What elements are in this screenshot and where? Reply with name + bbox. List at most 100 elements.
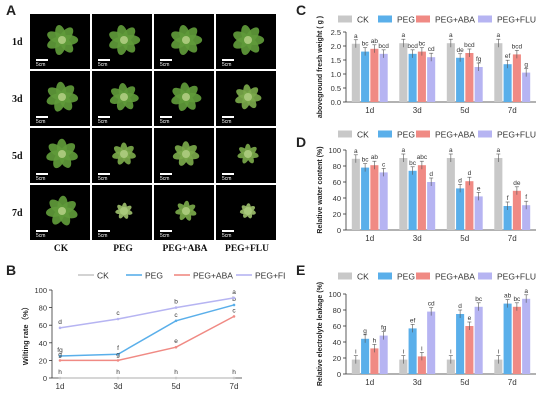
series-line-peg-flu	[59, 297, 235, 329]
significance-letter: a	[402, 147, 406, 154]
bar-ck	[351, 43, 360, 102]
bar-ck	[494, 43, 503, 102]
photo-row-label: 7d	[12, 207, 23, 219]
bar-peg-flu	[379, 172, 388, 230]
plant-center	[182, 93, 190, 101]
photo-grid: 5cm 5cm 5cm 5cm 5cm 5cm 5cm 5cm 5cm 5cm 5cm 5cm 5cm 5…	[30, 14, 278, 242]
significance-letter: bcd	[407, 43, 418, 50]
significance-letter: e	[468, 315, 472, 322]
significance-letter: abc	[417, 154, 428, 161]
bar-peg-aba	[370, 348, 379, 374]
significance-letter: de	[513, 180, 521, 187]
plant-photo: 5cm	[92, 14, 152, 69]
x-tick-label: 5d	[460, 234, 469, 243]
significance-letter: c	[174, 312, 178, 319]
significance-letter: a	[497, 32, 501, 39]
scale-bar-label: 5cm	[98, 62, 108, 68]
scale-bar-label: 5cm	[160, 233, 170, 239]
scale-bar-label: 5cm	[222, 62, 232, 68]
legend-swatch-peg-flu	[478, 272, 492, 280]
panel-label-e: E	[296, 262, 306, 278]
data-point-peg-aba	[174, 345, 178, 349]
y-tick-label: 60	[333, 178, 341, 187]
plant-photo: 5cm	[92, 71, 152, 126]
bar-peg	[361, 338, 370, 374]
bar-peg-flu	[474, 196, 483, 230]
plant-image	[109, 83, 139, 111]
bar-peg-flu	[474, 67, 483, 102]
bar-peg	[456, 314, 465, 374]
y-tick-label: 2.0	[331, 42, 341, 51]
bar-peg-aba	[512, 306, 521, 374]
x-tick-label: 1d	[56, 382, 65, 391]
significance-letter: i	[450, 349, 451, 356]
significance-letter: d	[468, 170, 472, 177]
plant-center	[244, 93, 252, 101]
plant-photo: 5cm	[154, 128, 214, 183]
bar-peg-flu	[379, 53, 388, 102]
data-point-ck	[116, 376, 120, 380]
data-point-ck	[174, 376, 178, 380]
fresh-weight-chart: CK PEG PEG+ABA PEG+FLU 0.0 0.5 1.0 1.5 2.0 2.5 abo…	[317, 15, 536, 118]
y-axis-label: Wilting rate（%）	[20, 303, 30, 365]
scale-bar	[222, 173, 234, 175]
plant-photo: 5cm	[30, 185, 90, 240]
significance-letter: ef	[505, 53, 511, 60]
data-point-peg-aba	[58, 359, 62, 362]
data-point-peg-flu	[174, 306, 178, 309]
bar-peg	[361, 167, 370, 230]
series-line-peg	[59, 304, 235, 357]
x-tick-label: 7d	[508, 378, 517, 387]
x-tick-label: 5d	[460, 106, 469, 115]
scale-bar-label: 5cm	[160, 119, 170, 125]
legend-swatch-peg-flu	[478, 15, 492, 23]
panel-label-c: C	[296, 2, 307, 18]
plant-image	[172, 141, 200, 166]
scale-bar	[222, 116, 234, 118]
plant-photo: 5cm	[216, 71, 276, 126]
bar-ck	[351, 359, 360, 374]
significance-letter: h	[58, 369, 62, 376]
y-tick-label: 0	[43, 374, 47, 383]
scale-bar	[160, 116, 172, 118]
significance-letter: ab	[371, 38, 379, 45]
significance-letter: h	[174, 369, 178, 376]
bar-peg-aba	[465, 53, 474, 102]
plant-image	[46, 138, 78, 169]
plant-image	[46, 81, 79, 112]
significance-letter: bc	[362, 41, 370, 48]
scale-bar-label: 5cm	[98, 233, 108, 239]
significance-letter: bcd	[464, 42, 475, 49]
bar-peg	[361, 51, 370, 102]
data-point-peg-flu	[58, 326, 62, 330]
bar-peg-aba	[512, 54, 521, 102]
significance-letter: cd	[428, 46, 435, 53]
legend-label-peg-aba: PEG+ABA	[435, 272, 475, 282]
plant-photo: 5cm	[30, 14, 90, 69]
scale-bar	[98, 59, 110, 61]
scale-bar-label: 5cm	[98, 176, 108, 182]
bar-peg-flu	[427, 57, 436, 102]
y-tick-label: 40	[333, 338, 341, 347]
y-tick-label: 80	[39, 304, 47, 313]
plant-center	[120, 207, 128, 215]
y-tick-label: 100	[34, 286, 47, 295]
bar-ck	[351, 158, 360, 230]
significance-letter: ab	[504, 293, 512, 300]
bar-ck	[446, 158, 455, 230]
water-content-chart: CK PEG PEG+ABA PEG+FLU 0 20 40 60 80 100 Relative …	[317, 130, 536, 243]
bar-peg-aba	[417, 51, 426, 102]
plant-center	[120, 93, 128, 101]
y-tick-label: 80	[333, 162, 341, 171]
plant-image	[112, 142, 136, 165]
scale-bar-label: 5cm	[36, 233, 46, 239]
plant-photo: 5cm	[92, 185, 152, 240]
bar-ck	[446, 359, 455, 374]
y-tick-label: 1.0	[331, 70, 341, 79]
photo-column-label: PEG	[113, 244, 133, 254]
significance-letter: c	[116, 310, 120, 317]
legend-swatch-ck	[338, 272, 352, 280]
significance-letter: bcd	[378, 43, 389, 50]
significance-letter: cd	[428, 301, 435, 308]
significance-letter: a	[524, 288, 528, 295]
